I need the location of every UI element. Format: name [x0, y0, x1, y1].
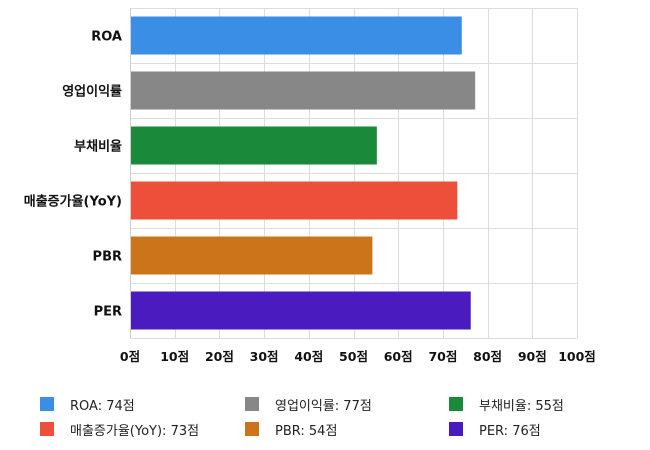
legend-label-pbr: PBR: 54점 — [275, 423, 338, 439]
legend-label-roa: ROA: 74점 — [70, 398, 135, 414]
x-tick-label-0: 0점 — [120, 349, 140, 364]
legend-label-operating-margin: 영업이익률: 77점 — [275, 398, 372, 414]
bar-0 — [131, 16, 462, 55]
bar-5 — [131, 291, 471, 330]
category-label-3: 매출증가율(YoY) — [24, 194, 122, 210]
x-tick-label-6: 60점 — [384, 349, 413, 364]
x-tick-label-4: 40점 — [294, 349, 323, 364]
legend-item-per: PER: 76점 — [449, 419, 541, 439]
legend-label-debt-ratio: 부채비율: 55점 — [479, 398, 564, 414]
bar-4 — [131, 236, 373, 275]
category-label-5: PER — [94, 305, 122, 320]
x-tick-label-9: 90점 — [518, 349, 547, 364]
legend-swatch-pbr — [245, 422, 259, 436]
legend-swatch-revenue-growth — [40, 422, 54, 436]
legend-swatch-debt-ratio — [449, 397, 463, 411]
legend-swatch-per — [449, 422, 463, 436]
x-tick-label-10: 100점 — [558, 349, 596, 364]
bar-1 — [131, 71, 476, 110]
category-label-4: PBR — [93, 250, 122, 265]
category-label-1: 영업이익률 — [62, 84, 122, 100]
legend-item-debt-ratio: 부채비율: 55점 — [449, 394, 564, 414]
legend-item-operating-margin: 영업이익률: 77점 — [245, 394, 372, 414]
x-tick-label-7: 70점 — [428, 349, 457, 364]
bar-3 — [131, 181, 458, 220]
x-tick-label-5: 50점 — [339, 349, 368, 364]
chart-legend: ROA: 74점 영업이익률: 77점 부채비율: 55점 매출증가율(YoY)… — [40, 390, 640, 446]
legend-swatch-operating-margin — [245, 397, 259, 411]
legend-label-per: PER: 76점 — [479, 423, 541, 439]
bar-2 — [131, 126, 377, 165]
x-tick-label-3: 30점 — [250, 349, 279, 364]
x-tick-label-8: 80점 — [473, 349, 502, 364]
legend-item-roa: ROA: 74점 — [40, 394, 135, 414]
legend-swatch-roa — [40, 397, 54, 411]
legend-item-revenue-growth: 매출증가율(YoY): 73점 — [40, 419, 199, 439]
category-label-0: ROA — [91, 30, 122, 45]
legend-item-pbr: PBR: 54점 — [245, 419, 337, 439]
x-tick-label-1: 10점 — [160, 349, 189, 364]
category-label-2: 부채비율 — [74, 139, 122, 155]
legend-label-revenue-growth: 매출증가율(YoY): 73점 — [70, 423, 200, 439]
x-tick-label-2: 20점 — [205, 349, 234, 364]
